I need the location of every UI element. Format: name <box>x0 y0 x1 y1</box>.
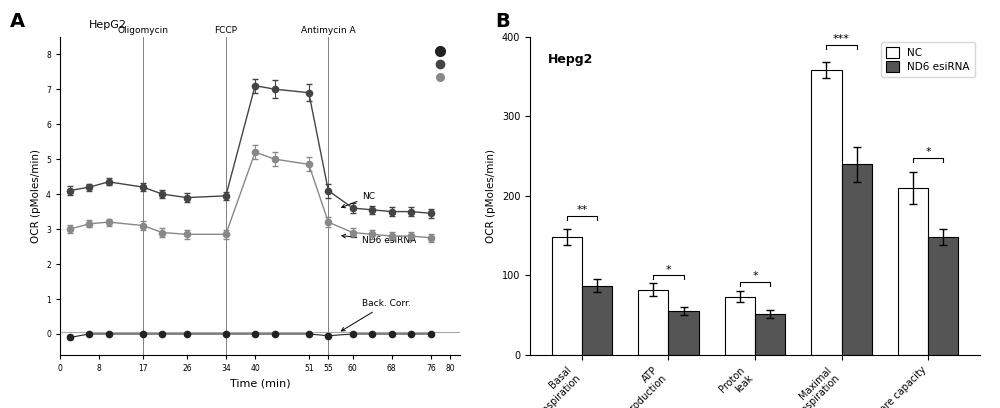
Bar <box>842 164 872 355</box>
Bar <box>552 237 582 355</box>
Legend: NC, ND6 esiRNA: NC, ND6 esiRNA <box>881 42 975 77</box>
Text: NC: NC <box>342 192 375 208</box>
Text: *: * <box>666 265 671 275</box>
Text: **: ** <box>576 205 588 215</box>
Y-axis label: OCR (pMoles/min): OCR (pMoles/min) <box>486 149 496 243</box>
Bar <box>582 286 612 355</box>
Text: Hepg2: Hepg2 <box>548 53 593 66</box>
Bar <box>755 314 785 355</box>
Text: A: A <box>10 12 25 31</box>
Y-axis label: OCR (pMoles/min): OCR (pMoles/min) <box>31 149 41 243</box>
Text: ***: *** <box>833 34 850 44</box>
Bar <box>638 290 668 355</box>
Text: Back. Corr.: Back. Corr. <box>341 299 411 331</box>
Bar <box>668 311 699 355</box>
Text: B: B <box>495 12 510 31</box>
Text: ND6 esiRNA: ND6 esiRNA <box>342 234 417 245</box>
Bar <box>725 297 755 355</box>
Bar <box>811 70 842 355</box>
Text: Antimycin A: Antimycin A <box>301 26 356 35</box>
Text: HepG2: HepG2 <box>89 20 127 30</box>
Text: FCCP: FCCP <box>214 26 237 35</box>
Text: *: * <box>925 147 931 157</box>
Bar <box>928 237 958 355</box>
X-axis label: Time (min): Time (min) <box>230 379 290 388</box>
Text: *: * <box>752 271 758 281</box>
Bar <box>898 188 928 355</box>
Text: Oligomycin: Oligomycin <box>117 26 168 35</box>
